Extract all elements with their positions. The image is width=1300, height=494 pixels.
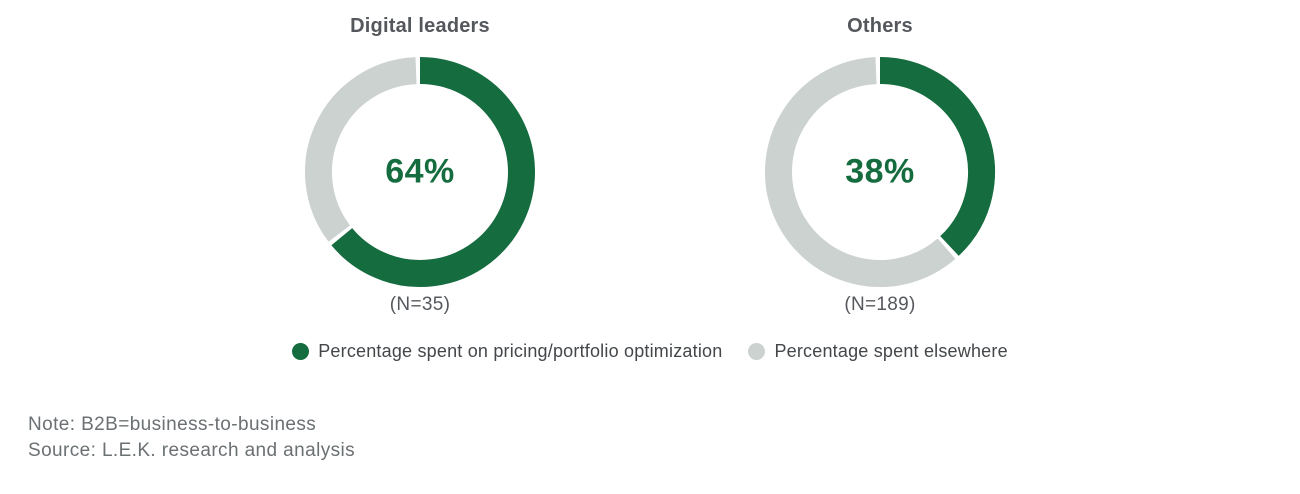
source-line: Source: L.E.K. research and analysis: [28, 440, 356, 461]
donut-segment: [305, 57, 417, 242]
legend-label-pricing-optimization: Percentage spent on pricing/portfolio op…: [318, 341, 723, 361]
donut-center-value-others: 38%: [845, 152, 915, 191]
donut-segment: [331, 57, 535, 287]
note-line: Note: B2B=business-to-business: [28, 414, 317, 435]
legend-dot-green-icon: [292, 343, 310, 360]
legend: Percentage spent on pricing/portfolio op…: [0, 341, 1300, 362]
donut-segment: [765, 57, 956, 287]
sample-size-label-others: (N=189): [844, 294, 916, 315]
legend-label-elsewhere: Percentage spent elsewhere: [774, 341, 1008, 361]
legend-item-pricing-optimization: Percentage spent on pricing/portfolio op…: [292, 341, 722, 362]
chart-title-others: Others: [847, 15, 913, 37]
donut-chart-others: Others 38% (N=189): [730, 0, 1030, 316]
donut-svg-others: [765, 57, 995, 287]
footnotes: Note: B2B=business-to-business Source: L…: [28, 412, 355, 464]
legend-dot-gray-icon: [748, 343, 766, 360]
donut-digital-leaders: 64%: [304, 56, 536, 288]
donut-svg-digital-leaders: [305, 57, 535, 287]
donut-chart-digital-leaders: Digital leaders 64% (N=35): [270, 0, 570, 316]
sample-size-label-digital-leaders: (N=35): [389, 294, 451, 315]
legend-item-elsewhere: Percentage spent elsewhere: [748, 341, 1008, 362]
donut-center-value-digital-leaders: 64%: [385, 152, 455, 191]
donut-segment: [879, 57, 995, 256]
donut-others: 38%: [764, 56, 996, 288]
chart-title-digital-leaders: Digital leaders: [350, 15, 490, 37]
